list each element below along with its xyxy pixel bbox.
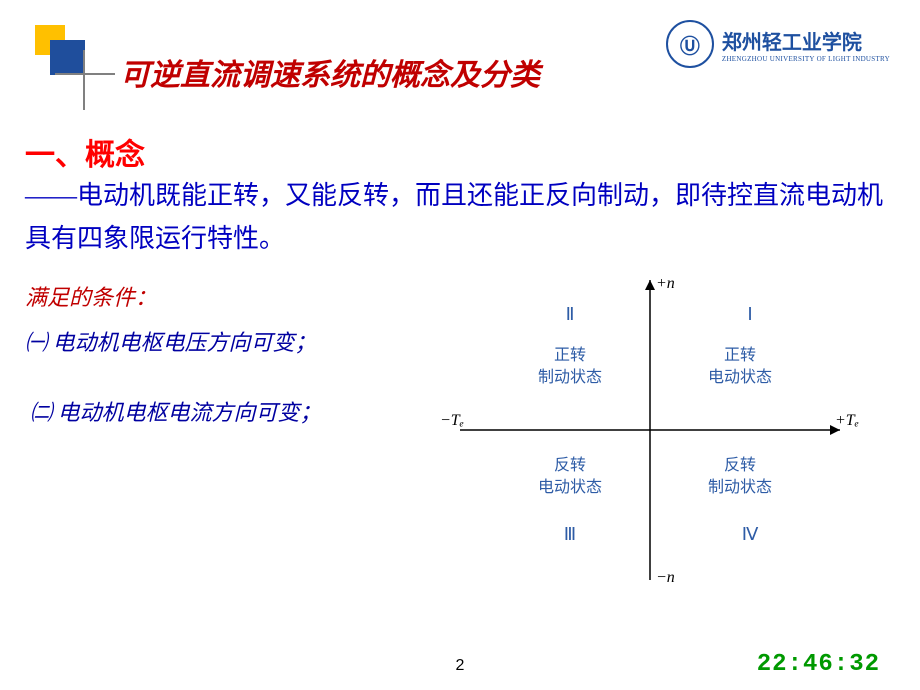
axis-label-right: +Tₑ	[835, 412, 859, 429]
conditions-label: 满足的条件：	[25, 280, 157, 312]
logo-name-cn: 郑州轻工业学院	[722, 26, 890, 55]
quadrant-2-roman: Ⅱ	[566, 304, 575, 324]
quadrant-3-line2: 电动状态	[538, 478, 602, 496]
corner-decoration	[35, 25, 115, 105]
university-logo: Ⓤ 郑州轻工业学院 ZHENGZHOU UNIVERSITY OF LIGHT …	[666, 20, 890, 68]
axis-label-top: +n	[656, 275, 675, 292]
quadrant-1-roman: Ⅰ	[747, 304, 752, 324]
condition-1: ㈠ 电动机电枢电压方向可变；	[25, 325, 317, 357]
quadrant-1-line1: 正转	[724, 346, 756, 364]
logo-badge: Ⓤ	[666, 20, 714, 68]
logo-name-en: ZHENGZHOU UNIVERSITY OF LIGHT INDUSTRY	[722, 55, 890, 63]
section-heading: 一、概念	[25, 130, 145, 174]
quadrant-4-line1: 反转	[724, 456, 756, 474]
slide-title: 可逆直流调速系统的概念及分类	[120, 50, 540, 94]
quadrant-2-line2: 制动状态	[538, 368, 602, 386]
quadrant-4-roman: Ⅳ	[742, 524, 759, 544]
condition-2: ㈡ 电动机电枢电流方向可变；	[30, 395, 322, 427]
quadrant-2-line1: 正转	[554, 346, 586, 364]
axis-label-left: −Tₑ	[440, 412, 464, 429]
four-quadrant-diagram: +n −n −Tₑ +Tₑ Ⅱ 正转 制动状态 Ⅰ 正转 电动状态 反转 电动状…	[440, 270, 860, 590]
timestamp: 22:46:32	[757, 651, 880, 678]
quadrant-4-line2: 制动状态	[708, 478, 772, 496]
quadrant-1-line2: 电动状态	[708, 368, 772, 386]
page-number: 2	[456, 657, 465, 675]
axis-label-bottom: −n	[656, 569, 675, 586]
quadrant-3-line1: 反转	[554, 456, 586, 474]
body-paragraph: ——电动机既能正转，又能反转，而且还能正反向制动，即待控直流电动机具有四象限运行…	[25, 175, 890, 261]
quadrant-3-roman: Ⅲ	[564, 524, 576, 544]
